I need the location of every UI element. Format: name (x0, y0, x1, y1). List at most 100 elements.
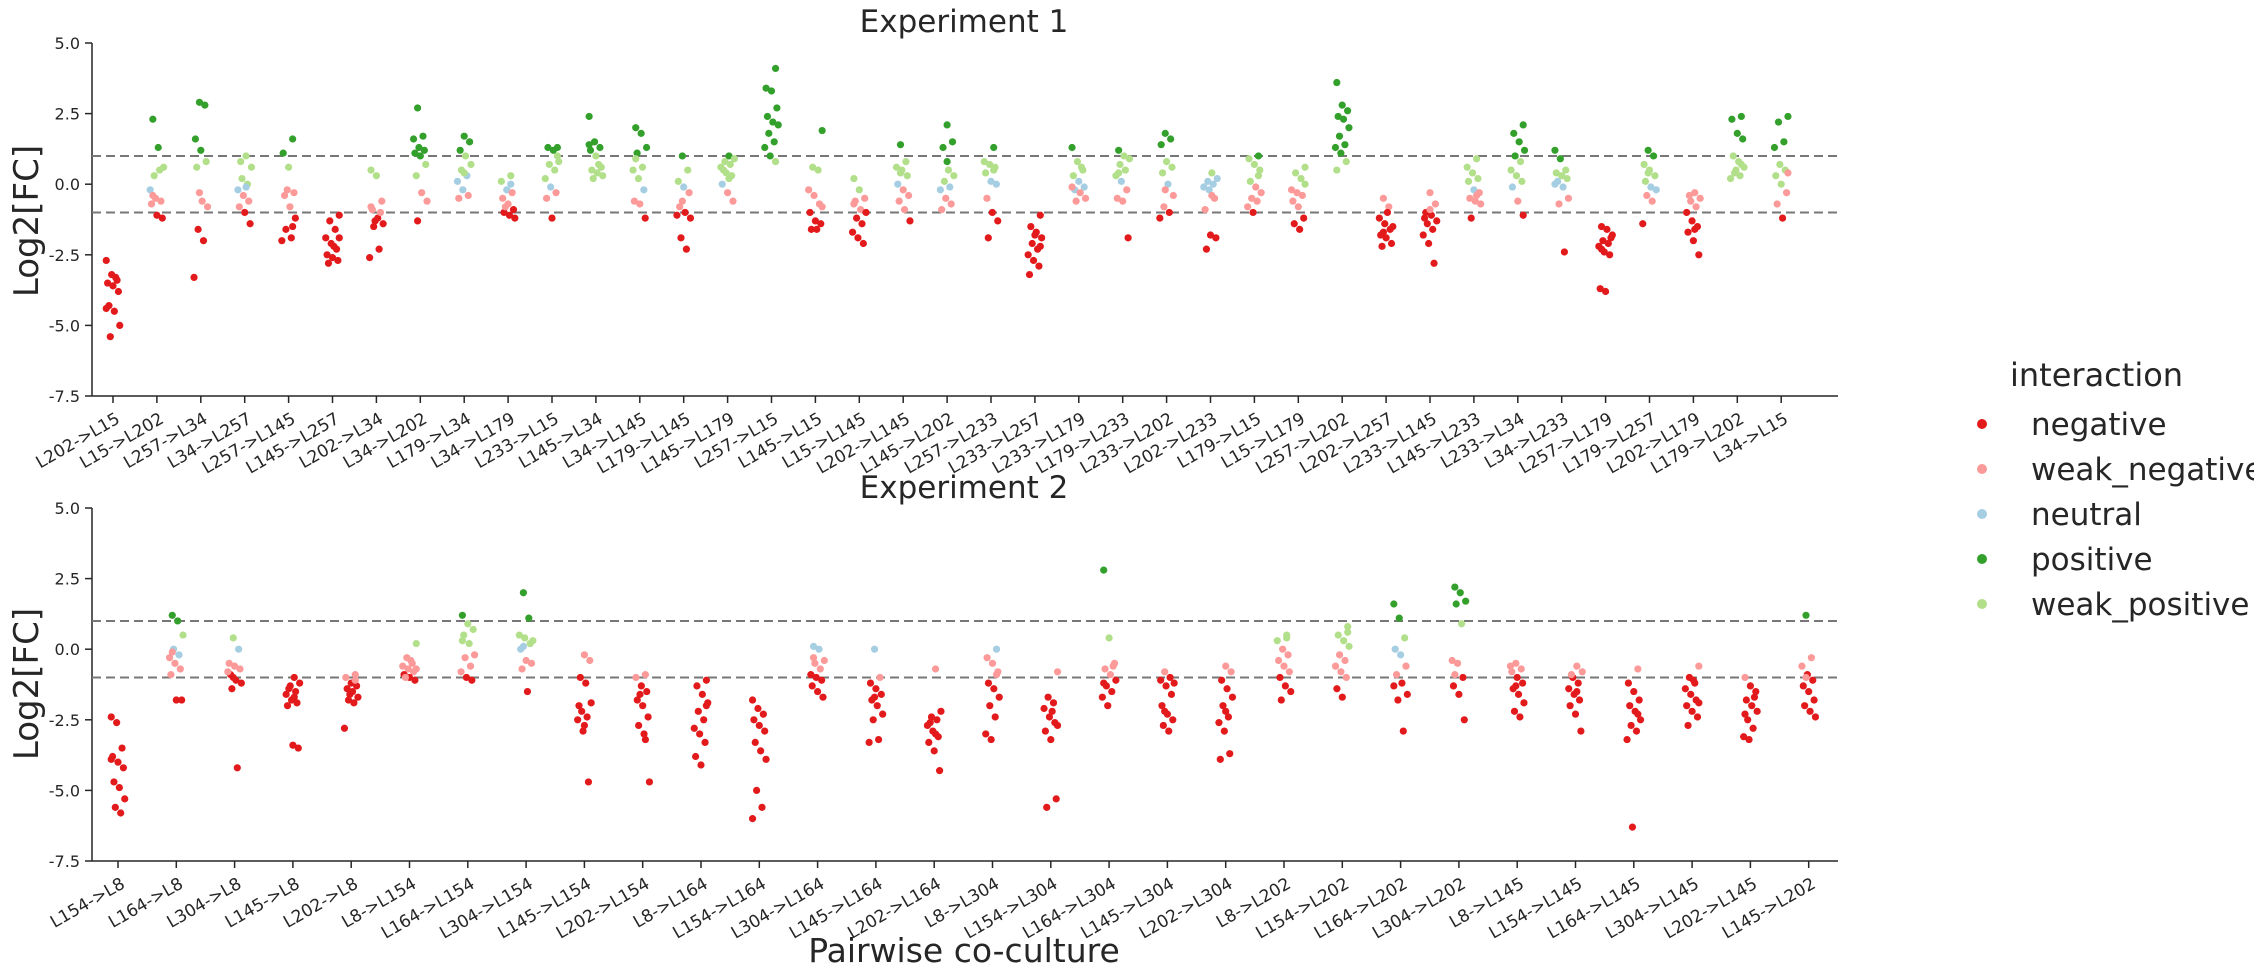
data-point (575, 702, 583, 710)
data-point (461, 654, 469, 662)
data-point (168, 611, 176, 619)
data-point (1381, 220, 1389, 228)
data-point (634, 174, 643, 183)
data-point (404, 665, 412, 673)
data-point (817, 220, 825, 228)
data-point (1215, 719, 1223, 727)
data-point (936, 186, 944, 194)
data-point (1300, 214, 1308, 222)
data-point (109, 282, 117, 290)
data-point (119, 764, 127, 772)
data-point (1109, 662, 1117, 670)
data-point (1809, 676, 1817, 684)
data-point (1204, 177, 1212, 185)
data-point (593, 169, 601, 177)
data-point (469, 625, 477, 634)
data-point (509, 206, 518, 214)
data-point (641, 671, 650, 679)
data-point (1459, 673, 1467, 682)
data-point (1285, 668, 1293, 676)
data-point (1451, 583, 1459, 591)
data-point (1275, 656, 1283, 665)
data-point (1463, 163, 1471, 171)
data-point (850, 200, 858, 208)
data-point (815, 645, 823, 653)
data-point (1695, 251, 1703, 259)
data-point (1218, 676, 1226, 684)
data-point (1683, 208, 1691, 217)
y-tick-label: 5.0 (55, 34, 80, 53)
data-point (751, 738, 759, 746)
data-point (697, 761, 705, 769)
data-point (1560, 248, 1568, 256)
data-point (1805, 687, 1813, 696)
data-point (990, 143, 998, 152)
data-point (1551, 180, 1559, 188)
data-point (1246, 177, 1254, 185)
data-point (551, 166, 559, 174)
data-point (769, 118, 777, 126)
data-point (1344, 628, 1352, 636)
data-point (1778, 214, 1787, 222)
data-point (1558, 172, 1566, 180)
data-point (235, 645, 243, 653)
data-point (519, 589, 528, 597)
data-point (344, 696, 353, 704)
data-point (1397, 651, 1405, 659)
data-point (1452, 600, 1460, 608)
data-point (1602, 287, 1610, 296)
data-point (811, 659, 819, 667)
data-point (761, 727, 769, 735)
data-point (991, 713, 999, 721)
experiment-1-y-ticks: -7.5 -5.0 -2.5 0.0 2.5 5.0 (49, 34, 92, 406)
data-point (464, 191, 472, 200)
data-point (641, 214, 649, 222)
data-point (1208, 169, 1216, 177)
data-point (984, 234, 992, 242)
data-point (1297, 174, 1305, 183)
data-point (1100, 679, 1108, 687)
data-point (1574, 679, 1582, 687)
data-point (1035, 262, 1043, 270)
data-point (861, 194, 869, 202)
data-point (1640, 160, 1648, 169)
y-tick-label: -7.5 (49, 852, 80, 871)
data-point (236, 665, 244, 673)
data-point (992, 671, 1001, 679)
data-point (588, 166, 596, 174)
data-point (988, 659, 997, 667)
data-point (1799, 682, 1807, 690)
experiment-2-points (107, 566, 1820, 831)
data-point (1777, 180, 1785, 188)
data-point (1159, 721, 1167, 730)
data-point (1156, 214, 1164, 222)
data-point (414, 217, 422, 225)
data-point (701, 738, 709, 746)
data-point (933, 716, 941, 724)
data-point (818, 126, 826, 135)
data-point (1510, 129, 1518, 137)
data-point (171, 659, 179, 667)
data-point (1068, 183, 1076, 191)
data-point (149, 191, 157, 200)
data-point (282, 690, 290, 698)
data-point (1423, 220, 1431, 228)
data-point (1224, 713, 1232, 721)
data-point (1228, 693, 1237, 701)
data-point (586, 146, 595, 154)
data-point (1516, 713, 1524, 721)
data-point (290, 189, 298, 197)
data-point (693, 682, 701, 690)
data-point (702, 702, 711, 710)
data-point (401, 673, 410, 682)
data-point (1105, 634, 1113, 642)
data-point (1563, 174, 1571, 183)
data-point (1565, 685, 1573, 693)
data-point (807, 671, 815, 679)
data-point (994, 217, 1002, 225)
data-point (1742, 696, 1750, 704)
data-point (175, 651, 183, 659)
data-point (199, 237, 208, 245)
data-point (1170, 679, 1178, 687)
data-point (633, 149, 641, 157)
